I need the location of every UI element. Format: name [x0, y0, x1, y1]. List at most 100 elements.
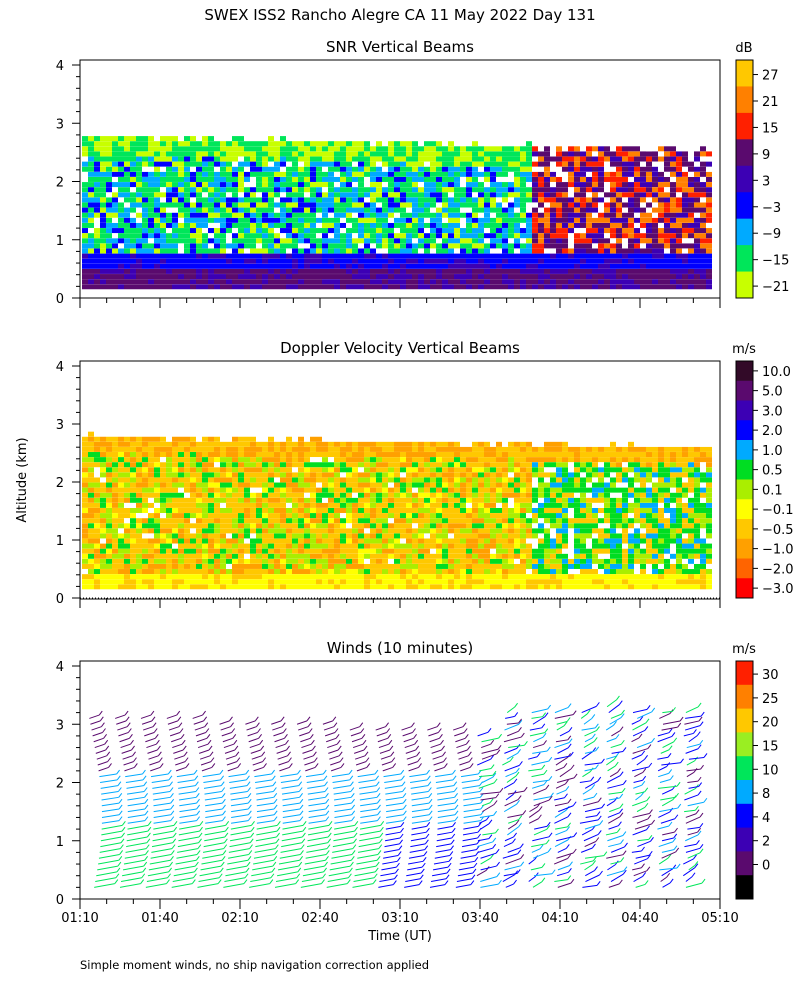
- snr-cell: [604, 166, 610, 172]
- doppler-cell: [310, 543, 316, 549]
- snr-cell: [478, 146, 484, 152]
- snr-cell: [628, 212, 634, 218]
- snr-cell: [136, 207, 142, 213]
- snr-cell: [244, 202, 250, 208]
- snr-cell: [274, 161, 280, 167]
- snr-cell: [94, 146, 100, 152]
- snr-cell: [220, 268, 226, 274]
- doppler-cell: [418, 569, 424, 575]
- snr-cell: [484, 228, 490, 234]
- snr-cell: [340, 268, 346, 274]
- snr-cell: [262, 176, 268, 182]
- doppler-cell: [142, 543, 148, 549]
- snr-cell: [472, 207, 478, 213]
- snr-cell: [244, 274, 250, 280]
- snr-cell: [160, 161, 166, 167]
- doppler-cell: [250, 492, 256, 498]
- snr-cell: [214, 207, 220, 213]
- snr-cell: [136, 274, 142, 280]
- doppler-cell: [376, 441, 382, 447]
- doppler-cell: [358, 584, 364, 590]
- snr-cell: [244, 146, 250, 152]
- snr-cell: [694, 263, 700, 269]
- doppler-cell: [208, 523, 214, 529]
- snr-cell: [364, 187, 370, 193]
- doppler-cell: [124, 584, 130, 590]
- snr-cell: [352, 171, 358, 177]
- snr-cell: [130, 146, 136, 152]
- doppler-cell: [436, 502, 442, 508]
- doppler-cell: [268, 563, 274, 569]
- snr-cell: [106, 268, 112, 274]
- doppler-cell: [364, 543, 370, 549]
- doppler-cell: [328, 482, 334, 488]
- snr-cell: [160, 279, 166, 285]
- doppler-cell: [112, 462, 118, 468]
- doppler-cell: [166, 487, 172, 493]
- doppler-cell: [424, 528, 430, 534]
- snr-cell: [142, 268, 148, 274]
- doppler-cell: [142, 482, 148, 488]
- snr-cell: [88, 192, 94, 198]
- doppler-cell: [184, 482, 190, 488]
- doppler-cell: [136, 507, 142, 513]
- doppler-cell: [430, 538, 436, 544]
- doppler-cell: [172, 482, 178, 488]
- snr-cell: [358, 182, 364, 188]
- doppler-cell: [280, 472, 286, 478]
- snr-cell: [196, 171, 202, 177]
- snr-cell: [466, 217, 472, 223]
- snr-cell: [250, 258, 256, 264]
- snr-cell: [106, 253, 112, 259]
- snr-cell: [478, 182, 484, 188]
- snr-cell: [460, 212, 466, 218]
- snr-cell: [562, 197, 568, 203]
- snr-cell: [178, 182, 184, 188]
- doppler-cell: [286, 436, 292, 442]
- doppler-cell: [112, 482, 118, 488]
- snr-cell: [538, 156, 544, 162]
- snr-cell: [580, 263, 586, 269]
- snr-cell: [280, 187, 286, 193]
- doppler-cell: [418, 563, 424, 569]
- snr-cell: [352, 284, 358, 290]
- doppler-cell: [412, 457, 418, 463]
- snr-cell: [382, 228, 388, 234]
- snr-cell: [148, 156, 154, 162]
- doppler-cell: [388, 574, 394, 580]
- doppler-cell: [130, 436, 136, 442]
- doppler-cell: [256, 441, 262, 447]
- snr-cell: [670, 166, 676, 172]
- snr-cell: [160, 182, 166, 188]
- snr-cell: [682, 207, 688, 213]
- snr-cell: [142, 166, 148, 172]
- doppler-cell: [124, 487, 130, 493]
- snr-cell: [190, 217, 196, 223]
- snr-cell: [616, 146, 622, 152]
- snr-cell: [256, 238, 262, 244]
- doppler-cell: [406, 558, 412, 564]
- snr-cell: [454, 151, 460, 157]
- doppler-cell: [424, 533, 430, 539]
- snr-cell: [220, 258, 226, 264]
- snr-cell: [226, 268, 232, 274]
- snr-cell: [478, 156, 484, 162]
- doppler-cell: [154, 441, 160, 447]
- snr-cell: [232, 176, 238, 182]
- doppler-cell: [184, 457, 190, 463]
- snr-cell: [262, 228, 268, 234]
- snr-cell: [586, 161, 592, 167]
- snr-cell: [328, 222, 334, 228]
- snr-cell: [142, 141, 148, 147]
- snr-cell: [274, 233, 280, 239]
- snr-cell: [118, 212, 124, 218]
- doppler-cell: [94, 584, 100, 590]
- snr-cell: [472, 238, 478, 244]
- snr-cell: [94, 176, 100, 182]
- snr-cell: [154, 161, 160, 167]
- snr-cell: [262, 243, 268, 249]
- snr-cell: [328, 274, 334, 280]
- snr-cell: [298, 171, 304, 177]
- doppler-cell: [442, 477, 448, 483]
- snr-cell: [136, 161, 142, 167]
